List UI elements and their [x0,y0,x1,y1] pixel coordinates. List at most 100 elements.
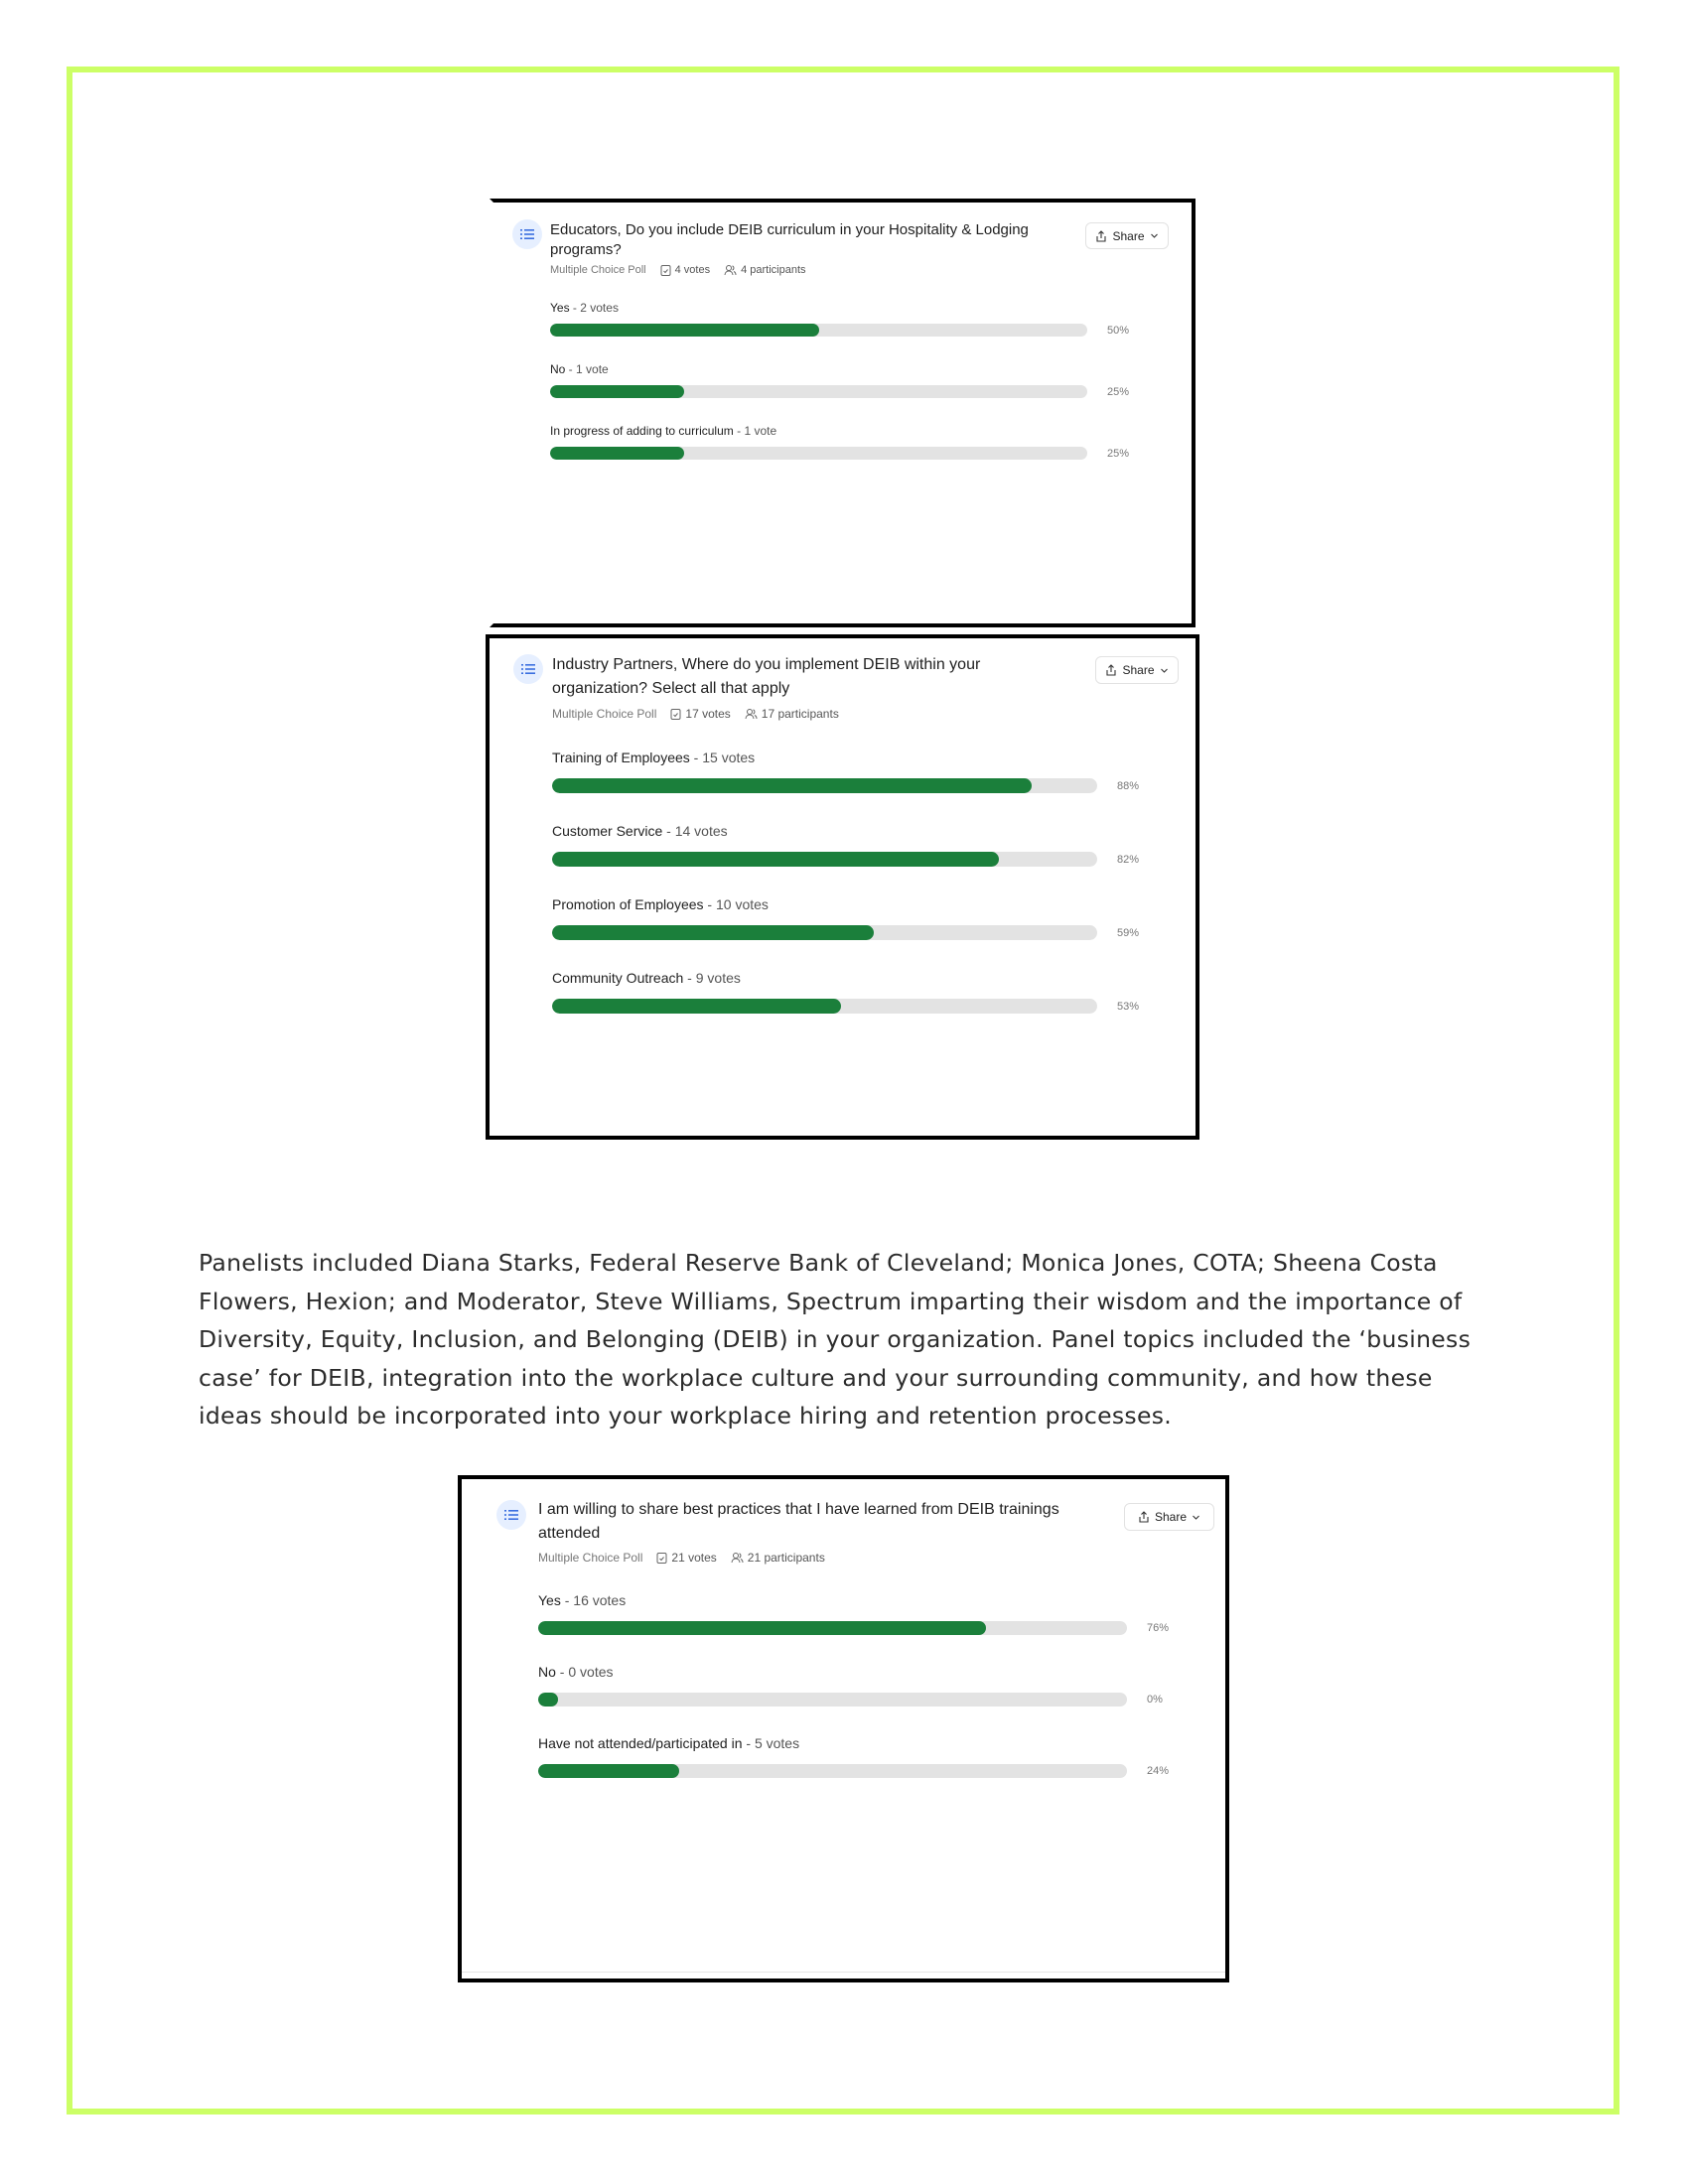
option-label-line: Promotion of Employees - 10 votes [552,894,1097,914]
option-progress-track [552,925,1097,940]
poll-list-icon [512,219,542,249]
option-label-line: In progress of adding to curriculum - 1 … [550,421,1087,441]
option-separator: - [742,1735,755,1751]
option-progress-track [550,447,1087,460]
share-label: Share [1154,1510,1188,1524]
share-label: Share [1112,228,1145,243]
poll-options: Yes - 2 votes 50% No - 1 vote 25% In progres… [550,298,1129,482]
option-vote-count: 1 vote [576,362,609,376]
poll-type: Multiple Choice Poll [550,264,646,276]
poll-option: Have not attended/participated in - 5 vo… [538,1733,1169,1805]
poll-option: Yes - 2 votes 50% [550,298,1129,359]
poll-options: Yes - 16 votes 76% No - 0 votes 0% Have not … [538,1590,1169,1805]
users-icon [724,265,737,276]
option-vote-count: 14 votes [674,823,728,839]
poll-meta: Multiple Choice Poll 17 votes 17 partici… [552,707,839,721]
poll-card-educators: Educators, Do you include DEIB curriculu… [490,199,1196,627]
option-separator: - [689,750,703,765]
poll-type: Multiple Choice Poll [538,1551,643,1565]
vote-count: 17 votes [685,707,731,721]
option-label-line: Have not attended/participated in - 5 vo… [538,1733,1127,1753]
option-label: Promotion of Employees [552,896,704,912]
share-button[interactable]: Share [1095,656,1179,684]
option-progress-track [538,1764,1127,1778]
page-frame [67,67,1619,2115]
share-label: Share [1122,663,1155,677]
option-progress-track [550,385,1087,398]
participant-count: 17 participants [761,707,839,721]
option-progress-track [538,1693,1127,1706]
option-progress-fill [538,1693,558,1706]
option-progress-fill [552,925,874,940]
vote-count: 4 votes [674,264,711,276]
option-percent: 53% [1117,1001,1140,1013]
option-label: No [550,362,566,376]
poll-type: Multiple Choice Poll [552,707,657,721]
chevron-down-icon [1193,1515,1199,1520]
poll-list-icon [513,654,543,684]
option-label-line: Yes - 16 votes [538,1590,1127,1610]
option-label-line: No - 1 vote [550,359,1087,379]
option-label: In progress of adding to curriculum [550,424,734,438]
option-separator: - [555,1664,569,1680]
clipboard-check-icon [670,709,681,720]
option-label: No [538,1664,556,1680]
option-label-line: Training of Employees - 15 votes [552,748,1097,767]
option-label-line: No - 0 votes [538,1662,1127,1682]
poll-option: No - 0 votes 0% [538,1662,1163,1733]
option-vote-count: 1 vote [744,424,777,438]
option-progress-track [538,1621,1127,1635]
option-label-line: Customer Service - 14 votes [552,821,1097,841]
divider [462,1972,1225,1973]
option-vote-count: 2 votes [580,301,619,315]
poll-option: Training of Employees - 15 votes 88% [552,748,1139,821]
users-icon [745,709,758,720]
option-label: Community Outreach [552,970,684,986]
participant-count: 21 participants [747,1551,825,1565]
option-label: Have not attended/participated in [538,1735,743,1751]
option-percent: 24% [1147,1765,1170,1777]
option-vote-count: 9 votes [695,970,741,986]
option-percent: 82% [1117,854,1140,866]
poll-title: Educators, Do you include DEIB curriculu… [550,221,1029,258]
option-percent: 59% [1117,927,1140,939]
option-label: Training of Employees [552,750,690,765]
option-label: Yes [538,1592,561,1608]
poll-option: Yes - 16 votes 76% [538,1590,1169,1662]
option-progress-fill [552,852,1000,867]
option-progress-fill [538,1764,680,1778]
option-percent: 76% [1147,1622,1170,1634]
share-icon [1106,664,1117,676]
option-vote-count: 10 votes [715,896,769,912]
option-progress-fill [550,324,819,337]
option-progress-fill [550,447,685,460]
share-button[interactable]: Share [1124,1503,1214,1531]
option-progress-fill [552,778,1033,793]
option-vote-count: 15 votes [702,750,756,765]
panel-description-paragraph: Panelists included Diana Starks, Federal… [199,1249,1472,1430]
poll-option: No - 1 vote 25% [550,359,1129,421]
poll-option: Promotion of Employees - 10 votes 59% [552,894,1139,968]
option-separator: - [703,896,716,912]
option-percent: 25% [1107,448,1130,460]
vote-count: 21 votes [671,1551,717,1565]
option-progress-track [550,324,1087,337]
poll-meta: Multiple Choice Poll 4 votes 4 participa… [550,264,806,276]
poll-title: I am willing to share best practices tha… [538,1501,1059,1542]
share-icon [1096,229,1107,242]
poll-card-industry-partners: Industry Partners, Where do you implemen… [486,634,1199,1140]
poll-option: In progress of adding to curriculum - 1 … [550,421,1129,482]
option-label: Customer Service [552,823,663,839]
option-separator: - [683,970,696,986]
option-vote-count: 16 votes [573,1592,627,1608]
option-progress-track [552,852,1097,867]
option-percent: 50% [1107,325,1130,337]
poll-option: Community Outreach - 9 votes 53% [552,968,1139,1041]
option-progress-fill [552,999,841,1014]
share-button[interactable]: Share [1085,222,1169,249]
clipboard-check-icon [656,1553,667,1564]
participant-count: 4 participants [741,264,806,276]
clipboard-check-icon [660,265,671,276]
option-vote-count: 0 votes [568,1664,614,1680]
option-progress-fill [538,1621,986,1635]
